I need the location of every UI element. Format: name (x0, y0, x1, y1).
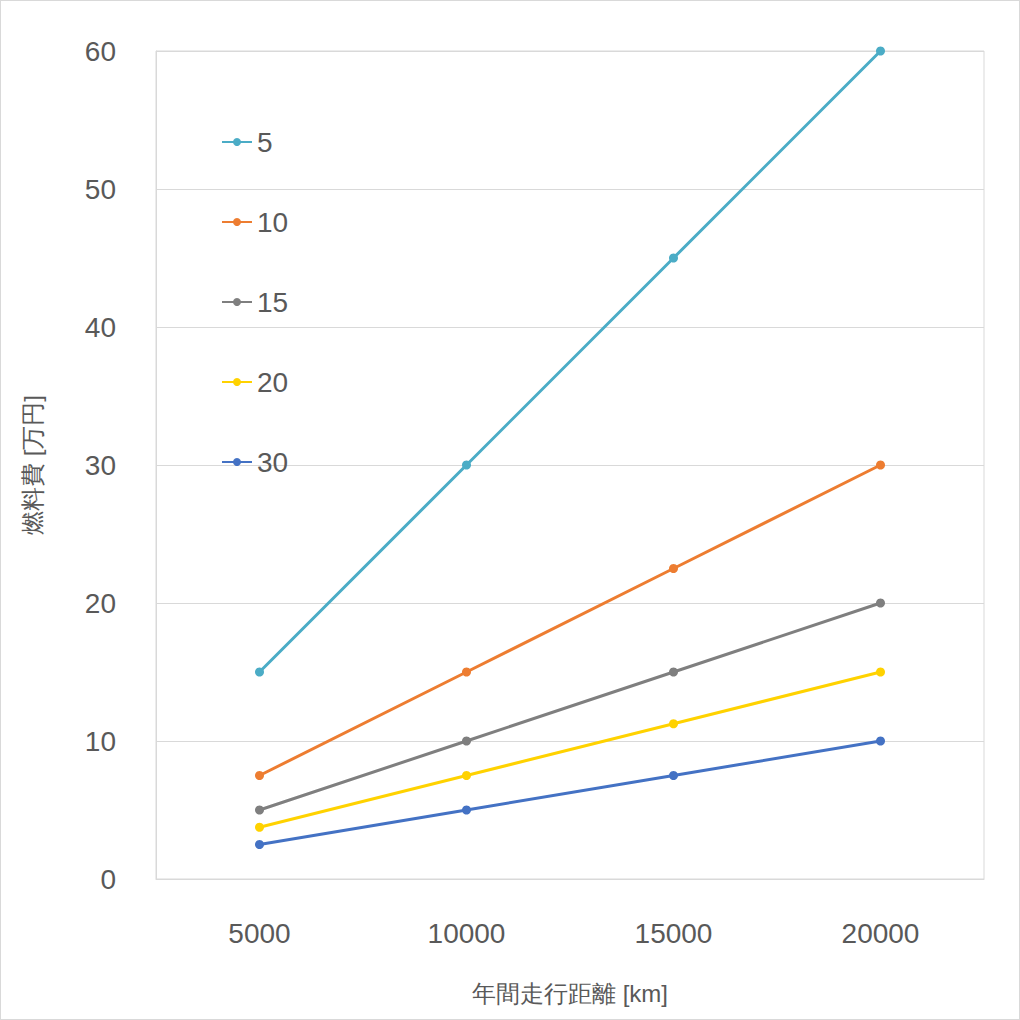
svg-text:50: 50 (85, 174, 116, 205)
svg-text:10: 10 (85, 726, 116, 757)
svg-text:5000: 5000 (228, 918, 290, 949)
svg-text:10000: 10000 (428, 918, 506, 949)
svg-text:20000: 20000 (842, 918, 920, 949)
svg-text:5: 5 (257, 127, 273, 158)
svg-text:30: 30 (257, 447, 288, 478)
svg-text:20: 20 (85, 588, 116, 619)
svg-text:30: 30 (85, 450, 116, 481)
svg-text:年間走行距離 [km]: 年間走行距離 [km] (472, 980, 668, 1007)
svg-text:15: 15 (257, 287, 288, 318)
svg-text:燃料費 [万円]: 燃料費 [万円] (19, 395, 46, 535)
svg-text:15000: 15000 (635, 918, 713, 949)
svg-text:10: 10 (257, 207, 288, 238)
svg-text:0: 0 (100, 864, 116, 895)
svg-text:40: 40 (85, 312, 116, 343)
svg-text:20: 20 (257, 367, 288, 398)
svg-text:60: 60 (85, 36, 116, 67)
